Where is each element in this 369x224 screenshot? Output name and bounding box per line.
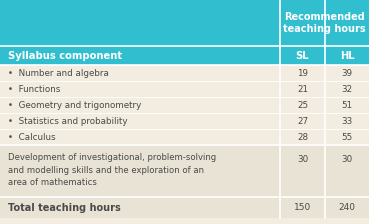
Text: 32: 32 bbox=[341, 84, 352, 93]
Text: 240: 240 bbox=[338, 203, 355, 212]
Text: Development of investigational, problem-solving
and modelling skills and the exp: Development of investigational, problem-… bbox=[8, 153, 216, 187]
Text: •  Calculus: • Calculus bbox=[8, 133, 56, 142]
Text: 21: 21 bbox=[297, 84, 308, 93]
Bar bbox=[0, 145, 369, 197]
Text: •  Statistics and probability: • Statistics and probability bbox=[8, 116, 128, 125]
Text: Recommended
teaching hours: Recommended teaching hours bbox=[283, 12, 366, 34]
Text: HL: HL bbox=[340, 50, 354, 60]
Text: 150: 150 bbox=[294, 203, 311, 212]
Text: 55: 55 bbox=[341, 133, 353, 142]
Text: Total teaching hours: Total teaching hours bbox=[8, 202, 121, 213]
Text: 51: 51 bbox=[341, 101, 352, 110]
Text: 30: 30 bbox=[341, 155, 353, 164]
Bar bbox=[0, 0, 369, 65]
Text: 28: 28 bbox=[297, 133, 308, 142]
Text: •  Number and algebra: • Number and algebra bbox=[8, 69, 109, 78]
Text: SL: SL bbox=[296, 50, 309, 60]
Text: •  Functions: • Functions bbox=[8, 84, 61, 93]
Text: 25: 25 bbox=[297, 101, 308, 110]
Bar bbox=[0, 65, 369, 145]
Text: 30: 30 bbox=[297, 155, 308, 164]
Text: 27: 27 bbox=[297, 116, 308, 125]
Text: Syllabus component: Syllabus component bbox=[8, 50, 122, 60]
Text: •  Geometry and trigonometry: • Geometry and trigonometry bbox=[8, 101, 141, 110]
Text: 19: 19 bbox=[297, 69, 308, 78]
Text: 39: 39 bbox=[341, 69, 352, 78]
Text: 33: 33 bbox=[341, 116, 353, 125]
Bar bbox=[0, 197, 369, 218]
